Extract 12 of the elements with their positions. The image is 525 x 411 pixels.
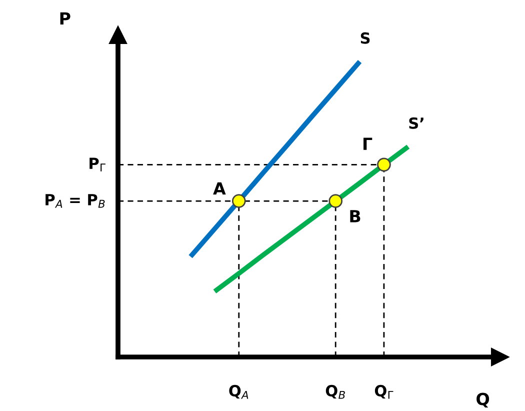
series-label: S (360, 32, 370, 44)
series-label: S’ (409, 117, 424, 129)
y-axis-title: P (60, 12, 70, 24)
annotation: Γ (364, 138, 372, 150)
x-tick-label: Q$_{Γ}$ (374, 384, 394, 399)
annotation: B (350, 210, 360, 222)
x-tick-label: Q$_{A}$ (229, 384, 248, 399)
x-axis-title: Q (476, 392, 490, 408)
ref-line-label: P$_{A}$ = P$_{B}$ (46, 194, 105, 208)
ref-line-label: P$_{Γ}$ (90, 158, 106, 172)
annotation: A (213, 182, 226, 195)
x-tick-label: Q$_{B}$ (326, 384, 345, 399)
